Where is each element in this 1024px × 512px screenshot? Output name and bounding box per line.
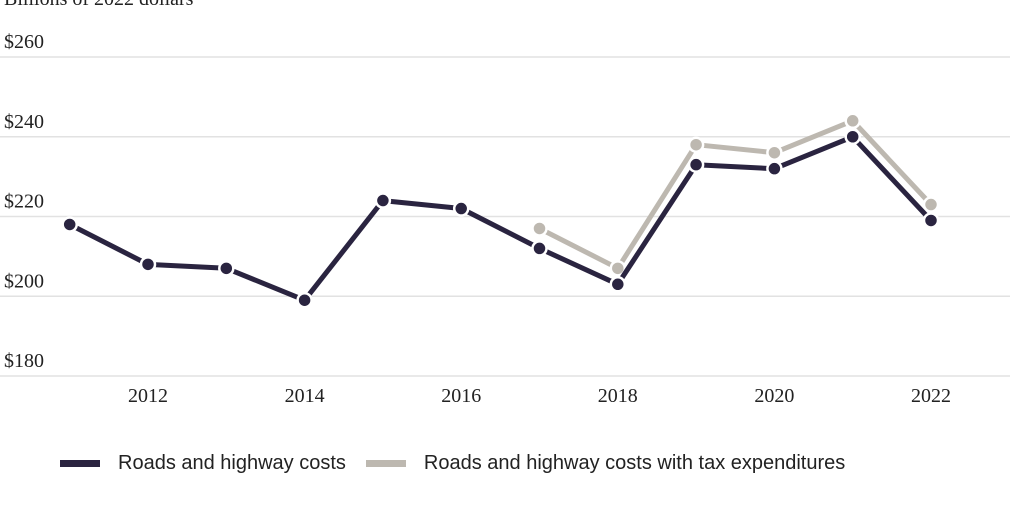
y-tick-label: $200 [4, 270, 44, 292]
y-axis-ticks: $180 $200 $220 $240 $260 [4, 31, 44, 372]
y-tick-label: $220 [4, 191, 44, 213]
x-tick-label: 2012 [128, 385, 168, 407]
legend-swatch-roads-tax [365, 460, 406, 467]
data-point [609, 260, 627, 277]
data-point [766, 160, 783, 177]
data-point [922, 212, 940, 229]
gridlines [0, 56, 1010, 377]
data-point [218, 260, 235, 277]
y-tick-label: $260 [4, 31, 44, 53]
data-point [531, 220, 548, 237]
line-chart: $180 $200 $220 $240 $260 2012 2014 2016 2018 202… [0, 0, 1010, 407]
data-point [687, 136, 705, 153]
legend-item-roads-tax: Roads and highway costs with tax expendi… [365, 452, 846, 475]
x-tick-label: 2020 [754, 385, 794, 407]
legend-swatch-roads [60, 460, 100, 467]
data-point [139, 256, 157, 273]
legend-label-roads: Roads and highway costs [118, 452, 346, 474]
y-tick-label: $240 [4, 111, 44, 133]
x-tick-label: 2022 [911, 385, 951, 407]
data-point [374, 192, 392, 209]
data-point [61, 216, 78, 233]
data-point [922, 196, 940, 213]
data-point [844, 112, 861, 130]
data-point [452, 200, 470, 217]
x-axis-ticks: 2012 2014 2016 2018 2020 2022 [128, 385, 951, 407]
data-point [766, 144, 783, 161]
legend: Roads and highway costs Roads and highwa… [60, 452, 865, 475]
data-point [687, 156, 705, 173]
x-tick-label: 2018 [598, 385, 638, 407]
x-tick-label: 2016 [441, 385, 481, 407]
legend-item-roads: Roads and highway costs [60, 452, 346, 475]
data-point [609, 276, 627, 293]
series-lines [61, 112, 940, 309]
data-point [296, 291, 313, 309]
series-line-0 [68, 134, 933, 303]
series-line-1 [538, 118, 933, 271]
y-tick-label: $180 [4, 350, 44, 372]
data-point [531, 240, 548, 257]
x-tick-label: 2014 [285, 385, 325, 407]
data-point [844, 128, 861, 145]
chart-subtitle: Billions of 2022 dollars [4, 0, 194, 10]
legend-label-roads-tax: Roads and highway costs with tax expendi… [423, 452, 846, 474]
